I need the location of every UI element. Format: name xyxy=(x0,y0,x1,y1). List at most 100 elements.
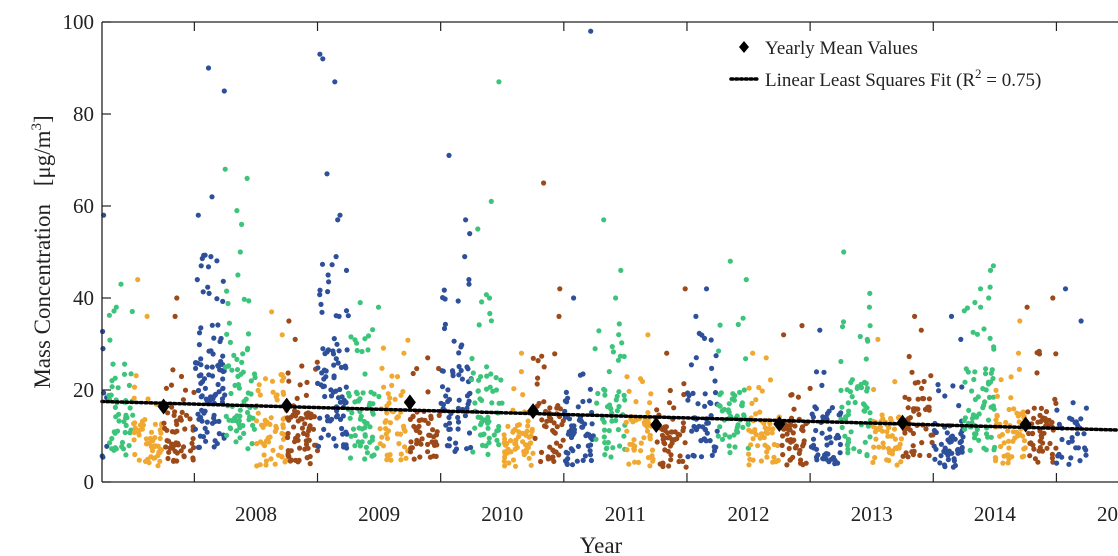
data-point xyxy=(669,440,675,446)
data-point xyxy=(665,448,671,454)
data-point xyxy=(221,368,227,374)
data-point xyxy=(626,388,632,394)
data-point xyxy=(685,454,691,460)
data-point xyxy=(513,437,519,443)
data-point xyxy=(494,428,500,434)
data-point xyxy=(343,267,350,273)
data-point xyxy=(143,436,149,442)
data-point xyxy=(465,366,471,372)
data-point xyxy=(387,395,393,401)
data-point xyxy=(241,430,247,436)
data-point xyxy=(727,450,733,456)
data-point xyxy=(211,444,217,450)
data-point xyxy=(1083,405,1089,411)
data-point xyxy=(440,401,447,408)
data-point xyxy=(980,386,986,392)
data-point xyxy=(462,413,468,419)
data-point xyxy=(1021,438,1028,444)
data-point xyxy=(530,355,536,361)
legend-fit-suffix: = 0.75) xyxy=(982,70,1042,91)
data-point xyxy=(317,415,323,421)
data-point xyxy=(994,393,1001,399)
data-point xyxy=(192,360,199,366)
data-point xyxy=(619,340,625,346)
data-point xyxy=(564,461,570,467)
data-point xyxy=(642,419,648,425)
data-point xyxy=(464,446,470,452)
data-point xyxy=(345,313,351,319)
data-point xyxy=(343,308,350,314)
data-point xyxy=(469,355,475,362)
data-point xyxy=(270,389,276,395)
data-point xyxy=(354,340,360,346)
y-tick-label: 40 xyxy=(73,286,94,310)
data-point xyxy=(381,384,387,390)
data-point xyxy=(365,333,372,339)
data-point xyxy=(638,440,644,446)
data-point xyxy=(343,384,349,390)
y-axis-title-unit-close: ] xyxy=(30,115,55,123)
data-point xyxy=(819,382,825,388)
data-point xyxy=(954,447,961,453)
data-point xyxy=(972,299,978,306)
data-point xyxy=(959,384,965,390)
data-point xyxy=(990,394,997,400)
data-point xyxy=(1000,460,1006,466)
data-point xyxy=(325,289,331,295)
data-point xyxy=(485,425,491,431)
data-point xyxy=(443,393,449,399)
data-point xyxy=(918,327,924,333)
data-point xyxy=(1062,286,1069,292)
data-point xyxy=(617,353,624,359)
data-point xyxy=(916,411,922,418)
data-point xyxy=(716,348,722,354)
data-point xyxy=(787,427,793,433)
data-point xyxy=(731,397,738,403)
data-point xyxy=(873,436,879,442)
data-point xyxy=(371,391,377,397)
data-point xyxy=(1069,438,1075,444)
data-point xyxy=(486,295,493,301)
data-point xyxy=(234,356,240,362)
data-point xyxy=(446,152,452,158)
data-point xyxy=(337,416,344,422)
data-point xyxy=(1021,453,1027,459)
data-point xyxy=(1066,461,1072,467)
data-point xyxy=(726,408,732,414)
data-point xyxy=(743,356,749,362)
data-point xyxy=(464,393,471,399)
data-point xyxy=(726,443,732,449)
data-point xyxy=(1005,428,1011,434)
data-point xyxy=(529,428,535,434)
data-point xyxy=(753,411,759,417)
data-point xyxy=(1059,436,1065,443)
data-point xyxy=(971,376,977,383)
data-point xyxy=(740,424,746,430)
data-point xyxy=(123,422,129,429)
data-point xyxy=(392,396,398,402)
data-point xyxy=(196,373,202,379)
linear-fit-line xyxy=(100,399,1118,432)
data-point xyxy=(565,395,571,401)
data-point xyxy=(769,430,775,436)
data-point xyxy=(462,254,468,260)
data-point xyxy=(528,462,534,468)
data-point xyxy=(942,445,948,451)
data-point xyxy=(846,408,852,414)
data-point xyxy=(796,450,802,456)
data-point xyxy=(654,439,660,445)
data-point xyxy=(514,444,520,451)
data-point xyxy=(402,444,408,450)
data-point xyxy=(222,166,228,172)
data-point xyxy=(526,455,532,461)
data-point xyxy=(762,425,768,431)
data-point xyxy=(571,429,577,435)
data-point xyxy=(131,429,137,436)
data-point xyxy=(630,419,636,425)
data-point xyxy=(758,458,765,464)
data-point xyxy=(297,445,303,451)
data-point xyxy=(867,323,873,329)
data-point xyxy=(366,403,372,409)
data-point xyxy=(813,369,820,375)
data-point xyxy=(331,336,337,342)
